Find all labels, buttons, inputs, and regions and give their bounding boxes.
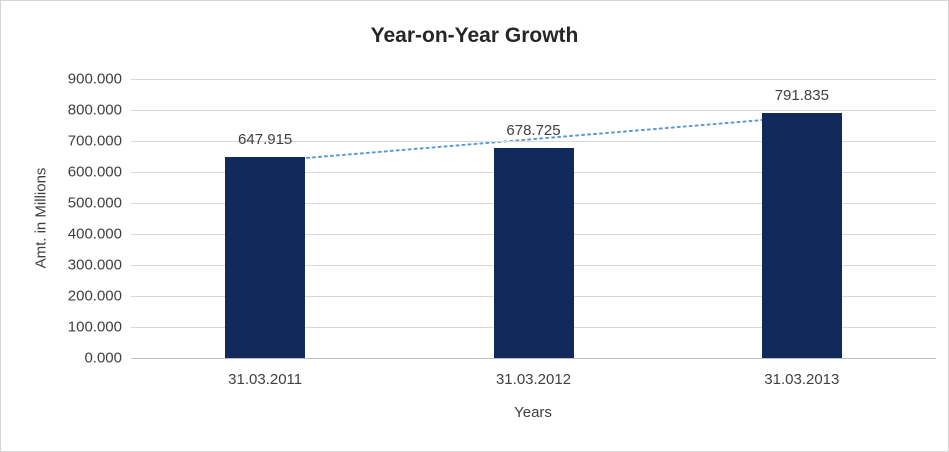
y-tick-label: 100.000: [67, 318, 122, 336]
bar: [493, 147, 574, 358]
gridline: [131, 141, 936, 142]
y-tick-label: 700.000: [67, 132, 122, 150]
y-tick-label: 0.000: [84, 349, 122, 367]
plot-area: 0.000 100.000 200.000 300.000 400.000 500.000…: [68, 71, 936, 388]
y-tick-label: 800.000: [67, 101, 122, 119]
gridline: [131, 110, 936, 111]
y-tick-label: 400.000: [67, 225, 122, 243]
bar-data-label: 647.915: [238, 131, 293, 149]
bar-data-label: 678.725: [506, 121, 561, 139]
gridline: [131, 79, 936, 80]
bar: [761, 112, 842, 358]
chart-title: Year-on-Year Growth: [370, 24, 579, 47]
y-tick-label: 500.000: [67, 194, 122, 212]
bar: [225, 157, 306, 358]
y-axis-title: Amt. in Millions: [32, 167, 50, 269]
x-tick-label: 31.03.2012: [495, 371, 572, 388]
x-tick-label: 31.03.2011: [228, 371, 303, 388]
y-tick-label: 600.000: [67, 163, 122, 181]
x-axis-line: [131, 358, 936, 359]
x-tick-label: 31.03.2013: [764, 371, 840, 388]
y-tick-label: 900.000: [67, 70, 122, 88]
x-axis-title: Years: [514, 404, 552, 421]
y-tick-label: 300.000: [67, 256, 122, 274]
bar-data-label: 791.835: [774, 86, 829, 104]
y-tick-label: 200.000: [67, 287, 122, 305]
